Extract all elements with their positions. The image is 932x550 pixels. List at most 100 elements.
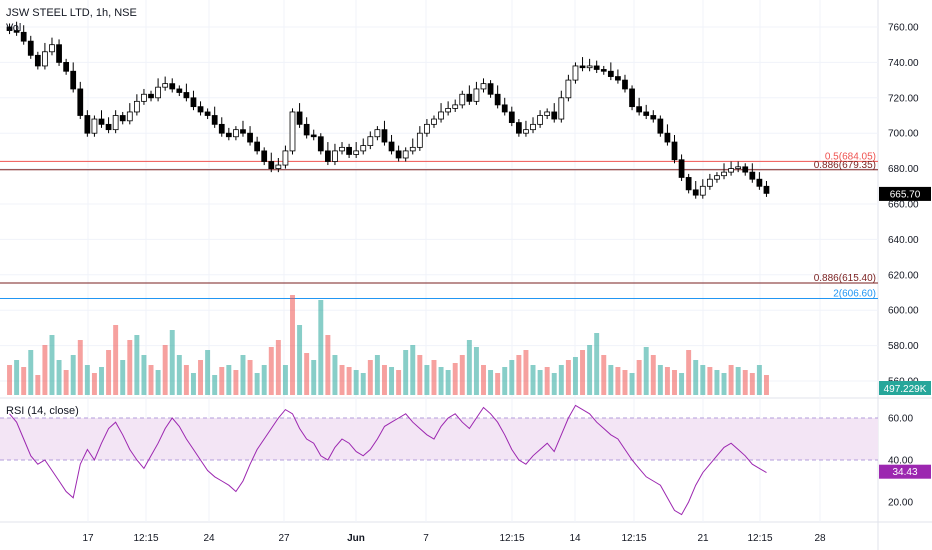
volume-bar	[297, 325, 303, 395]
fib-levels: 0.5(684.05)0.886(679.35) 0.886(615.40) 2(6…	[0, 151, 878, 300]
candle-body	[324, 150, 331, 162]
volume-bar	[551, 373, 557, 395]
time-tick-label: 27	[278, 533, 290, 544]
volume-bar	[381, 365, 387, 395]
candle-body	[480, 83, 487, 90]
candle-body	[395, 150, 402, 159]
candle-body	[515, 122, 522, 134]
candle-body	[91, 118, 98, 134]
volume-bar	[254, 373, 260, 395]
price-tick-label: 620.00	[888, 270, 919, 281]
candle-body	[714, 175, 720, 180]
volume-bar	[431, 360, 437, 395]
candle-body	[615, 76, 621, 81]
volume-bar	[558, 365, 564, 395]
candle-body	[586, 65, 593, 69]
candle-body	[671, 141, 678, 161]
volume-bar	[113, 325, 119, 395]
volume-bar	[14, 360, 20, 395]
candle-body	[112, 115, 119, 131]
candle-body	[381, 129, 388, 143]
symbol-title[interactable]: JSW STEEL LTD, 1h, NSE	[6, 7, 137, 19]
volume-bar	[523, 350, 529, 395]
candle-body	[126, 111, 133, 122]
volume-bar	[226, 365, 232, 395]
candle-body	[6, 26, 13, 31]
candle-body	[692, 189, 699, 196]
volume-bar	[636, 360, 642, 395]
price-axis-labels: 760.00 740.00 720.00 700.00 680.00 660.00 640.…	[888, 23, 919, 388]
fib-level-label: 2(606.60)	[833, 289, 876, 300]
rsi-tick-label: 20.00	[888, 498, 913, 509]
candle-body	[190, 97, 197, 108]
candle-body	[374, 129, 381, 138]
volume-bar	[148, 365, 154, 395]
volume-bar	[28, 350, 34, 395]
volume-bar	[290, 295, 295, 395]
volume-bar	[580, 350, 586, 395]
candle-body	[49, 44, 55, 53]
time-tick-label: 24	[203, 533, 215, 544]
volume-bar	[56, 360, 62, 395]
price-tick-label: 700.00	[888, 129, 919, 140]
candle-body	[332, 150, 338, 162]
candle-body	[261, 150, 268, 162]
time-tick-label: 28	[814, 533, 826, 544]
candle-body	[388, 141, 395, 152]
candle-body	[218, 123, 225, 134]
volume-bar	[162, 345, 168, 395]
volume-bar	[417, 355, 423, 395]
volume-bar	[240, 355, 246, 395]
volume-bar	[339, 365, 345, 395]
price-tick-label: 640.00	[888, 235, 919, 246]
volume-bar	[353, 370, 359, 395]
candle-body	[501, 104, 508, 113]
candle-body	[537, 115, 543, 125]
time-tick-label: 12:15	[133, 533, 158, 544]
time-tick-label: 17	[82, 533, 94, 544]
volume-bar	[693, 360, 699, 395]
candle-body	[211, 115, 218, 125]
candle-body	[593, 65, 600, 70]
last-volume-label: 497.229K	[884, 384, 927, 395]
price-tick-label: 760.00	[888, 23, 919, 34]
candle-body	[162, 83, 169, 88]
volume-bar	[615, 367, 621, 395]
time-tick-label: 21	[697, 533, 709, 544]
volume-bar	[572, 357, 578, 395]
volume-legend-label[interactable]: Vol	[6, 22, 21, 34]
volume-bar	[396, 370, 402, 395]
candle-body	[706, 178, 713, 187]
volume-bar	[219, 367, 225, 395]
volume-bar	[735, 367, 741, 395]
rsi-legend-label[interactable]: RSI (14, close)	[6, 405, 79, 417]
candle-body	[282, 150, 289, 166]
fib-level-label: 0.886(615.40)	[814, 273, 876, 284]
volume-bar	[21, 367, 27, 395]
time-tick-label: 12:15	[499, 533, 524, 544]
volume-bar	[601, 355, 607, 395]
candle-body	[699, 185, 706, 196]
candle-body	[254, 141, 261, 152]
volume-bar	[594, 333, 600, 395]
candle-body	[678, 159, 685, 178]
volume-bar	[544, 367, 550, 395]
volume-bar	[565, 360, 571, 395]
price-tick-label: 680.00	[888, 164, 919, 175]
volume-bar	[169, 330, 175, 395]
volume-bar	[42, 345, 48, 395]
volume-bar	[410, 345, 416, 395]
candle-body	[77, 88, 84, 116]
candle-body	[367, 136, 374, 146]
candle-body	[402, 150, 409, 159]
fib-level-label: 0.886(679.35)	[814, 160, 876, 171]
candle-body	[148, 93, 154, 99]
candle-body	[636, 106, 643, 113]
candle-body	[728, 168, 734, 173]
volume-bar	[183, 365, 189, 395]
candle-body	[523, 129, 529, 134]
volume-bar	[212, 375, 218, 395]
volume-bar	[346, 367, 352, 395]
last-price-badge: 665.70	[879, 186, 931, 201]
